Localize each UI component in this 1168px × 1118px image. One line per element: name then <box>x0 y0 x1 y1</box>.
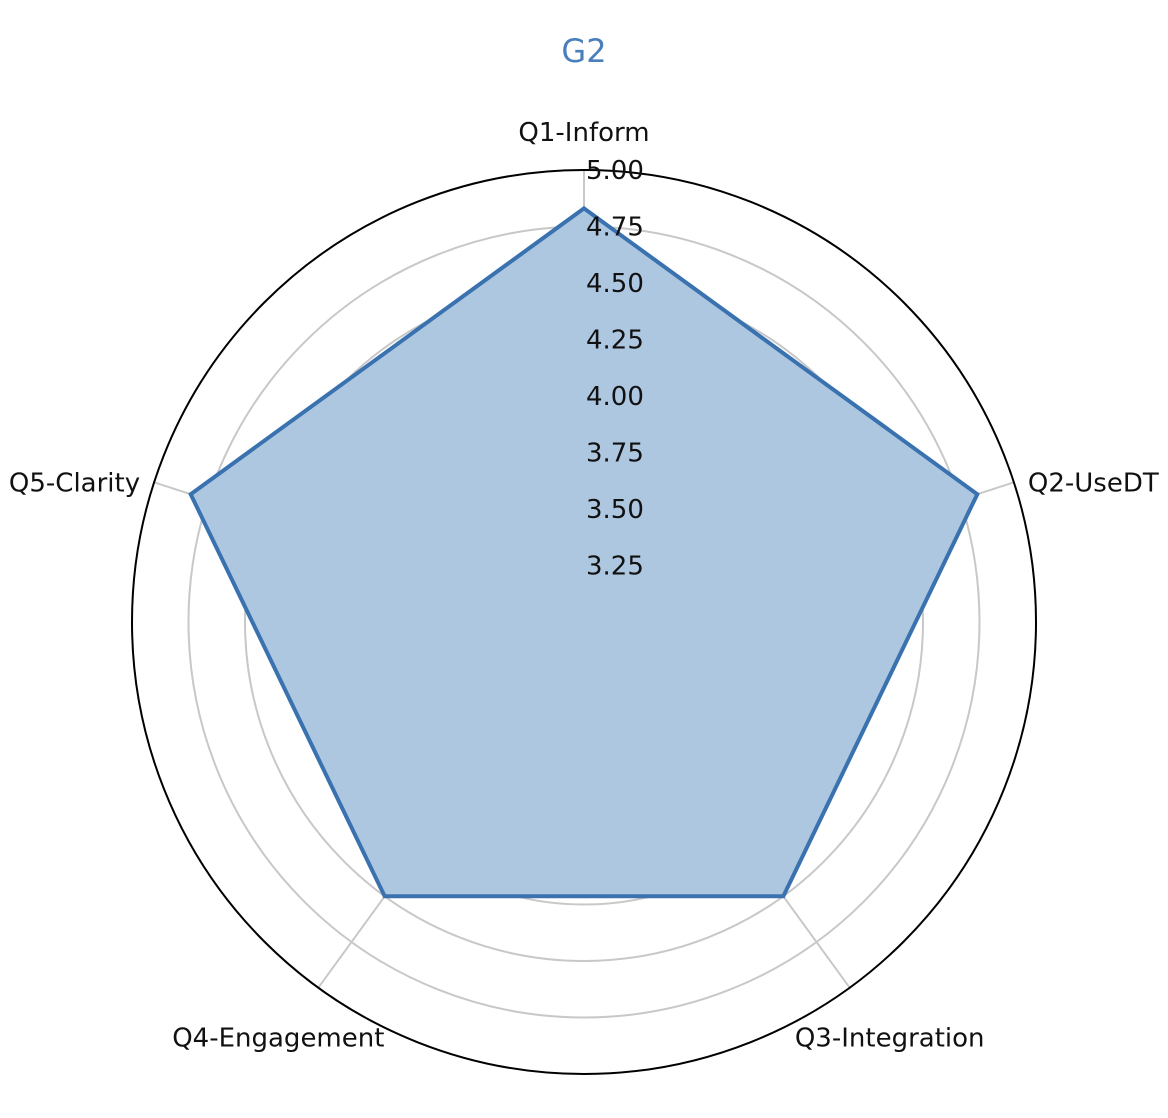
category-label: Q2-UseDT <box>1028 468 1159 498</box>
category-label: Q1-Inform <box>518 118 649 148</box>
data-point <box>583 207 585 209</box>
data-point <box>782 895 784 897</box>
radial-tick-label: 3.75 <box>586 439 644 469</box>
radial-tick-label: 5.00 <box>586 156 644 186</box>
outer-ring-layer <box>131 169 1037 1075</box>
data-point <box>384 895 386 897</box>
radial-tick-label: 4.25 <box>586 326 644 356</box>
radial-tick-label: 4.50 <box>586 269 644 299</box>
data-point <box>190 493 192 495</box>
radial-tick-label: 4.75 <box>586 213 644 243</box>
series-layer <box>188 205 980 899</box>
category-label: Q4-Engagement <box>172 1024 384 1054</box>
radial-tick-label: 4.00 <box>586 382 644 412</box>
series-line <box>188 205 980 899</box>
series-area <box>190 208 978 897</box>
radial-tick-label: 3.50 <box>586 495 644 525</box>
category-labels: Q1-Inform Q2-UseDT Q3-Integration Q4-Engage… <box>9 118 1159 1054</box>
radial-tick-label: 3.25 <box>586 552 644 582</box>
data-point <box>976 493 978 495</box>
outer-ring <box>131 169 1037 1075</box>
chart-title: G2 <box>561 32 606 70</box>
category-label: Q3-Integration <box>795 1024 985 1054</box>
category-label: Q5-Clarity <box>9 468 140 498</box>
radial-tick-labels: 3.25 3.50 3.75 4.00 4.25 4.50 4.75 5.00 <box>586 156 644 582</box>
